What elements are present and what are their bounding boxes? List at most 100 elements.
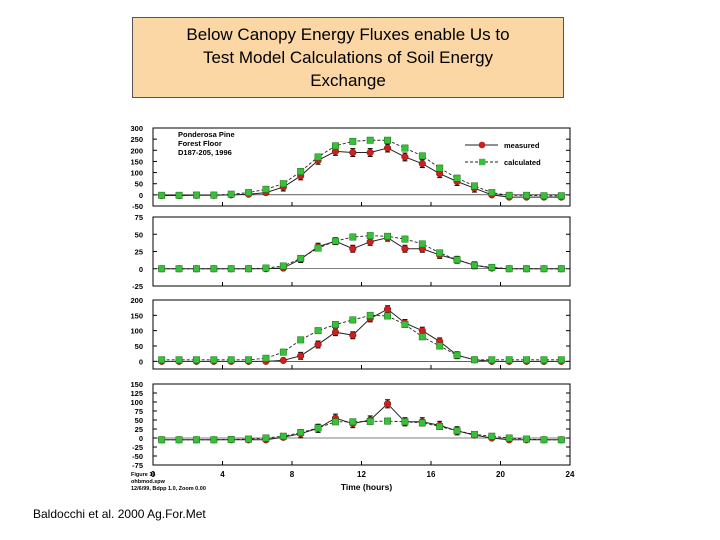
point-calculated: [505, 265, 513, 273]
point-calculated: [279, 180, 287, 188]
point-calculated: [557, 356, 565, 364]
point-calculated: [488, 189, 496, 197]
point-measured: [418, 327, 426, 335]
point-calculated: [366, 232, 374, 240]
point-calculated: [418, 240, 426, 248]
point-calculated: [418, 152, 426, 160]
legend-marker-measured: [478, 141, 486, 149]
point-measured: [366, 148, 374, 157]
figure-footer-line: Figure 16: [131, 472, 155, 478]
y-tick-label: 100: [130, 169, 143, 178]
point-calculated: [314, 244, 322, 252]
point-calculated: [192, 436, 200, 444]
annotation-line: Ponderosa Pine: [178, 130, 235, 139]
y-tick-label: -25: [132, 443, 143, 452]
point-calculated: [297, 429, 305, 437]
x-tick-label: 4: [220, 470, 225, 479]
citation: Baldocchi et al. 2000 Ag.For.Met: [33, 507, 206, 521]
panel-frame: [152, 216, 571, 287]
x-axis-label: Time (hours): [341, 482, 392, 492]
point-calculated: [384, 417, 392, 425]
point-measured: [349, 245, 357, 253]
point-measured: [314, 340, 322, 349]
point-measured: [401, 245, 409, 253]
point-calculated: [297, 168, 305, 175]
panel-2: -25 0 25 50 75: [132, 213, 571, 291]
slide-title-box: Below Canopy Energy Fluxes enable Us to …: [132, 17, 564, 98]
slide-title: Below Canopy Energy Fluxes enable Us to …: [186, 25, 510, 90]
panel-frame: [152, 383, 571, 466]
point-measured: [384, 144, 392, 152]
point-calculated: [192, 191, 200, 199]
point-calculated: [279, 432, 287, 440]
point-calculated: [175, 265, 183, 273]
x-tick-label: 0: [151, 470, 156, 479]
point-calculated: [175, 436, 183, 444]
point-calculated: [453, 174, 461, 182]
point-calculated: [540, 356, 548, 364]
point-calculated: [540, 436, 548, 444]
y-tick-label: 200: [130, 146, 143, 155]
point-measured: [366, 238, 374, 246]
point-calculated: [158, 265, 166, 273]
point-calculated: [262, 185, 270, 193]
point-calculated: [401, 235, 409, 243]
point-calculated: [488, 356, 496, 364]
point-calculated: [401, 321, 409, 328]
point-calculated: [523, 265, 531, 273]
y-tick-label: 150: [130, 311, 143, 320]
point-calculated: [557, 192, 565, 200]
point-calculated: [349, 316, 357, 324]
point-calculated: [401, 144, 409, 152]
y-tick-label: 0: [139, 191, 143, 200]
point-measured: [349, 331, 357, 339]
y-tick-label: 0: [139, 357, 143, 366]
point-calculated: [210, 436, 218, 444]
point-calculated: [349, 233, 357, 241]
x-tick-label: 24: [566, 470, 575, 479]
x-tick-label: 16: [427, 470, 436, 479]
point-calculated: [245, 265, 253, 273]
y-tick-label: 100: [130, 398, 143, 407]
point-calculated: [297, 336, 305, 344]
point-calculated: [245, 189, 253, 197]
y-tick-label: 0: [139, 265, 143, 274]
point-measured: [401, 153, 409, 161]
point-calculated: [505, 356, 513, 364]
point-calculated: [470, 430, 478, 438]
point-calculated: [453, 351, 461, 359]
panel-3: 0 50 100 150 200: [130, 296, 571, 370]
point-calculated: [227, 190, 235, 198]
point-calculated: [158, 191, 166, 199]
point-calculated: [175, 191, 183, 199]
point-calculated: [436, 342, 444, 350]
point-calculated: [557, 436, 565, 444]
point-calculated: [331, 418, 339, 426]
y-tick-label: 75: [135, 213, 143, 222]
point-calculated: [453, 256, 461, 264]
figure-footer-line: 12/6/99, Bdpp 1.0, Zoom 0.00: [131, 486, 206, 492]
point-calculated: [210, 191, 218, 199]
point-calculated: [262, 264, 270, 272]
point-calculated: [366, 311, 374, 319]
point-calculated: [314, 327, 322, 335]
y-tick-label: -75: [132, 461, 143, 470]
point-calculated: [523, 356, 531, 364]
point-calculated: [175, 356, 183, 364]
point-calculated: [418, 333, 426, 341]
point-measured: [331, 328, 339, 336]
x-tick-label: 20: [496, 470, 505, 479]
series-line-measured: [161, 308, 562, 362]
point-calculated: [401, 418, 409, 426]
point-calculated: [470, 182, 478, 190]
y-tick-label: 50: [135, 230, 143, 239]
point-calculated: [262, 434, 270, 442]
series-line-calculated: [161, 314, 562, 361]
x-tick-label: 8: [290, 470, 295, 479]
point-calculated: [384, 136, 392, 144]
y-tick-label: 150: [130, 157, 143, 166]
y-tick-label: -25: [132, 282, 143, 291]
point-calculated: [227, 356, 235, 364]
y-tick-label: 50: [135, 342, 143, 351]
point-calculated: [436, 249, 444, 257]
